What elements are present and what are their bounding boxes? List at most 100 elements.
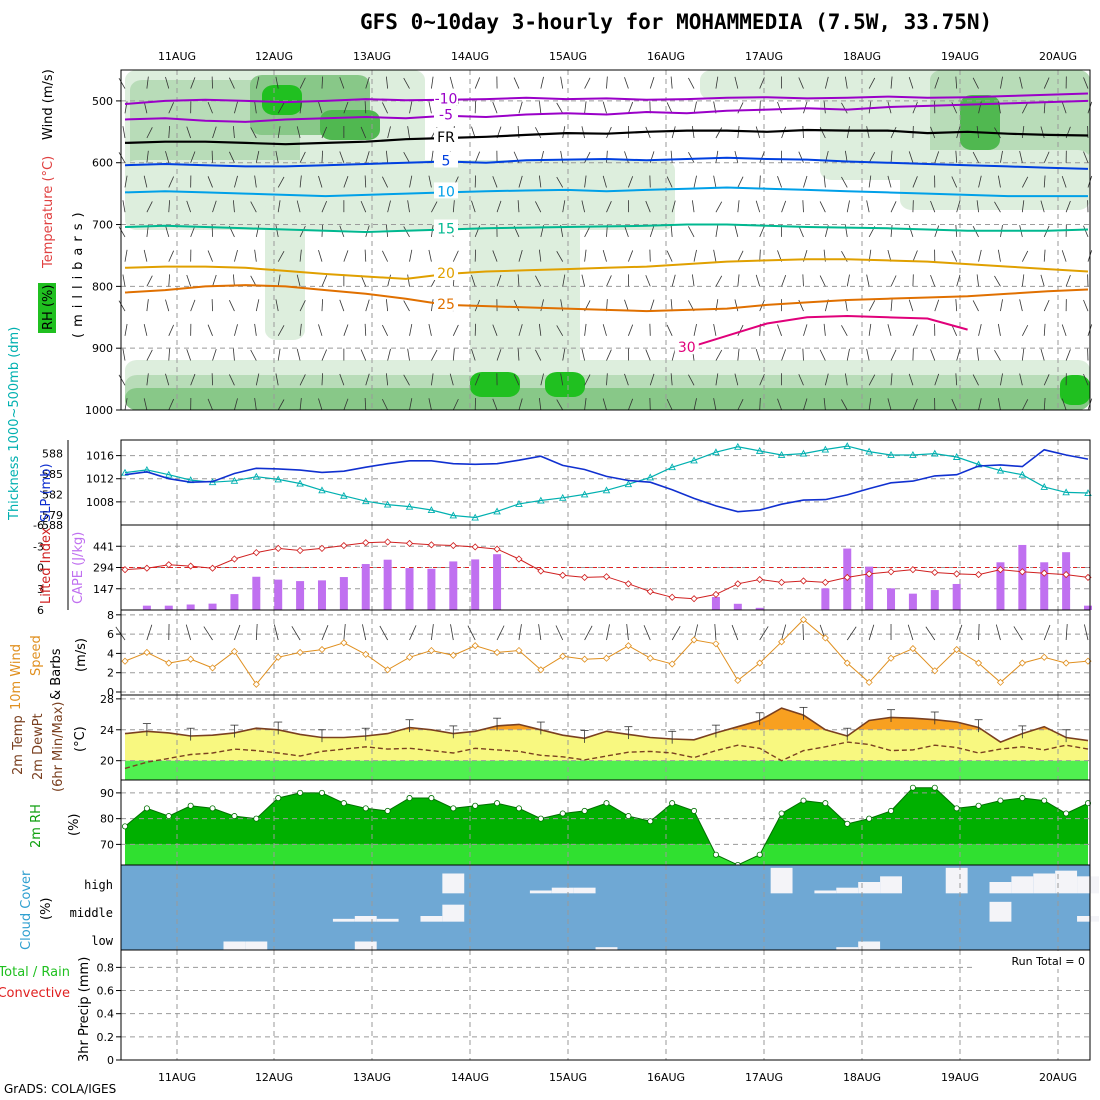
- wind-barb: [207, 101, 213, 114]
- temperature-contour: [124, 156, 1089, 170]
- wind-barb: [234, 398, 238, 411]
- rh-shading: [470, 372, 520, 397]
- lifted-index-point: [821, 578, 829, 586]
- lifted-index-tick-label: 0: [37, 562, 44, 575]
- rh-point: [844, 820, 851, 827]
- wind-barb: [584, 101, 587, 114]
- wind-barb: [1021, 200, 1025, 213]
- wind-barb: [382, 399, 388, 411]
- rh-point: [187, 802, 194, 809]
- wind-barb: [844, 299, 848, 312]
- date-label-top: 14AUG: [451, 50, 489, 63]
- wind-barb: [143, 101, 148, 114]
- wind-barb: [759, 151, 765, 163]
- wind-barb: [584, 151, 591, 163]
- wind-barb: [146, 127, 153, 139]
- wind-speed-point: [121, 657, 129, 665]
- wind-barb: [232, 126, 235, 139]
- wind-barb: [518, 324, 523, 336]
- wind-barb: [299, 101, 302, 114]
- wind-barb: [584, 374, 591, 386]
- wind-barb: [715, 150, 719, 163]
- wind-barb: [299, 151, 306, 163]
- thickness-point: [931, 449, 939, 457]
- wind-speed-point: [362, 650, 370, 658]
- wind-speed-point: [931, 667, 939, 675]
- thickness-point: [887, 451, 895, 458]
- cape-bar: [427, 568, 436, 610]
- wind-barb: [143, 324, 148, 336]
- wind-barb: [671, 625, 681, 641]
- wind-barb: [275, 225, 279, 237]
- wind-barb: [1061, 250, 1067, 262]
- wind-barb: [777, 176, 782, 188]
- wind-speed-point: [493, 648, 501, 657]
- wind-barb: [124, 249, 128, 262]
- date-label-bottom: 19AUG: [941, 1071, 979, 1084]
- wind-barb: [584, 249, 587, 262]
- wind-barb: [1043, 624, 1051, 641]
- wind-barb: [713, 323, 717, 336]
- lifted-index-point: [756, 575, 764, 584]
- thickness-point: [1040, 482, 1048, 490]
- wind-barb: [387, 274, 391, 287]
- wind-barb: [492, 176, 498, 188]
- wind-barb: [994, 349, 1001, 361]
- run-total-annotation: Run Total = 0: [1012, 955, 1086, 968]
- wind-speed-point: [471, 642, 479, 650]
- wind-barb: [868, 175, 872, 188]
- wind-speed-point: [734, 676, 742, 684]
- wind-barb: [890, 150, 893, 163]
- wind-barb: [299, 175, 302, 188]
- thickness-point: [777, 451, 786, 458]
- wind-barb: [168, 250, 175, 262]
- wind-barb: [645, 275, 651, 287]
- cape-bar: [274, 579, 283, 610]
- rh-point: [428, 795, 435, 802]
- wind-barb: [452, 324, 459, 336]
- rh-legend-swatch: [38, 283, 56, 333]
- contour-label-bg: [434, 264, 458, 280]
- cloud-bar-middle: [442, 904, 465, 922]
- wind-barb: [671, 200, 676, 213]
- ylabel-millibars: (millibars): [71, 206, 86, 338]
- cape-bar: [952, 583, 961, 610]
- wind-barb: [517, 274, 520, 287]
- rh-shading: [470, 200, 580, 400]
- lifted-index-point: [865, 570, 873, 578]
- date-label-top: 19AUG: [941, 50, 979, 63]
- wind-barb: [1065, 200, 1071, 213]
- wind-barb: [628, 176, 634, 188]
- lifted-index-point: [427, 541, 435, 549]
- lifted-index-point: [843, 573, 851, 581]
- wind-barb: [409, 625, 417, 641]
- wind-barb: [560, 373, 564, 386]
- lifted-index-point: [230, 555, 238, 563]
- wind-barb: [912, 101, 918, 114]
- panel-frame: [120, 609, 1091, 696]
- rh-point: [778, 810, 785, 817]
- thickness-point: [602, 486, 611, 494]
- wind-barb: [759, 626, 769, 641]
- wind-barb: [1061, 175, 1067, 188]
- temperature-contour: [124, 186, 1088, 198]
- wind-barb: [452, 200, 455, 213]
- lifted-index-point: [690, 595, 698, 603]
- rh-point: [1085, 800, 1092, 807]
- thickness-point: [865, 447, 873, 455]
- wind-barb: [450, 624, 454, 641]
- cape-bar: [449, 561, 458, 610]
- rh-point: [975, 802, 982, 809]
- wind-barb: [118, 374, 126, 386]
- wind-barb: [1043, 249, 1046, 262]
- wind-speed-point: [296, 648, 304, 657]
- wind-barb: [185, 624, 192, 641]
- lifted-index-point: [602, 573, 611, 581]
- ylabel-cloud-units: (%): [39, 898, 54, 921]
- y-tick-label: 700: [92, 219, 113, 232]
- wind-barb: [606, 76, 608, 89]
- wind-barb: [645, 200, 651, 213]
- ylabel-slp: SLP (mb): [39, 463, 54, 522]
- wind-barb: [299, 225, 306, 238]
- wind-barb: [978, 398, 982, 411]
